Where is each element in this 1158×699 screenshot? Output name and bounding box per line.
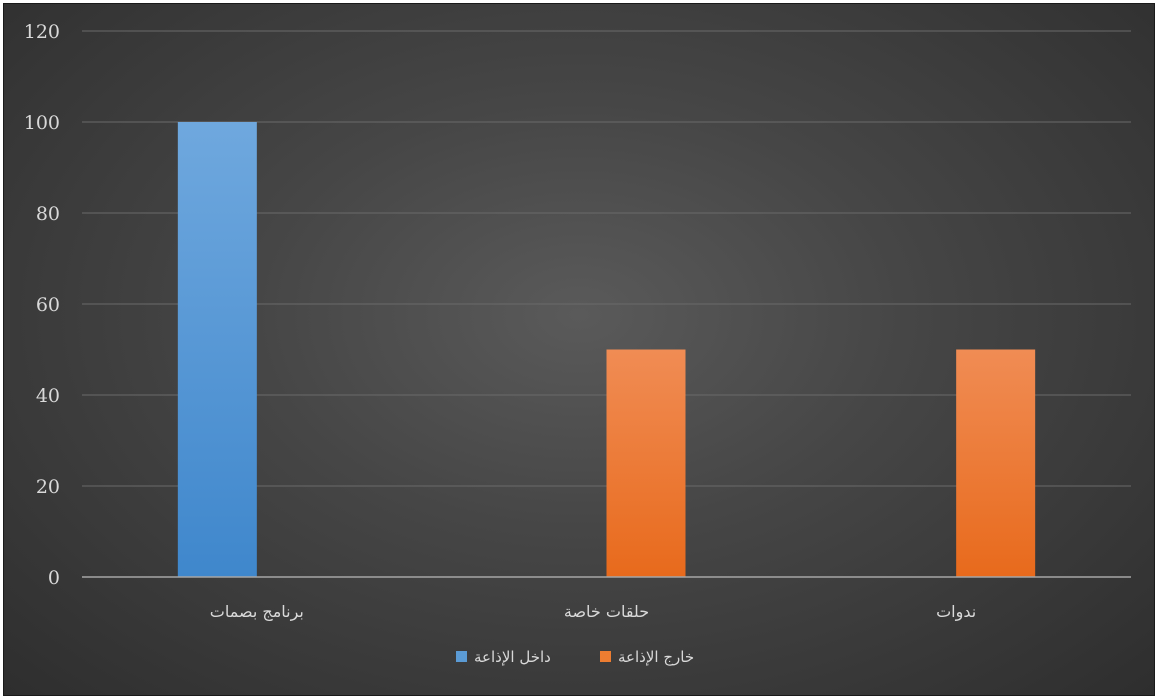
- legend: داخل الإذاعة خارج الإذاعة: [456, 648, 694, 667]
- y-axis-tick-labels: 0 20 40 60 80 100 120: [24, 21, 60, 589]
- bar-1-1: [177, 122, 257, 577]
- x-category-label-3: ندوات: [936, 602, 976, 622]
- y-tick-label-80: 80: [36, 203, 60, 225]
- x-category-label-2: حلقات خاصة: [564, 602, 649, 621]
- bars: [177, 122, 1036, 577]
- bar-2-2: [606, 349, 686, 577]
- y-tick-label-100: 100: [24, 112, 60, 134]
- y-tick-label-0: 0: [48, 567, 60, 589]
- y-tick-label-120: 120: [24, 21, 60, 43]
- bar-chart: 0 20 40 60 80 100 120 برنامج بصمات حلقات خاصة ند…: [24, 21, 1131, 667]
- legend-label-2: خارج الإذاعة: [618, 648, 694, 667]
- legend-label-1: داخل الإذاعة: [474, 648, 551, 666]
- y-tick-label-40: 40: [36, 385, 60, 407]
- bar-2-3: [956, 349, 1036, 577]
- chart-frame: 0 20 40 60 80 100 120 برنامج بصمات حلقات خاصة ند…: [3, 3, 1155, 696]
- legend-swatch-1: [456, 651, 467, 662]
- x-axis-category-labels: برنامج بصمات حلقات خاصة ندوات: [210, 602, 976, 622]
- y-tick-label-60: 60: [36, 294, 60, 316]
- y-tick-label-20: 20: [36, 476, 60, 498]
- x-category-label-1: برنامج بصمات: [210, 602, 304, 622]
- legend-swatch-2: [600, 651, 611, 662]
